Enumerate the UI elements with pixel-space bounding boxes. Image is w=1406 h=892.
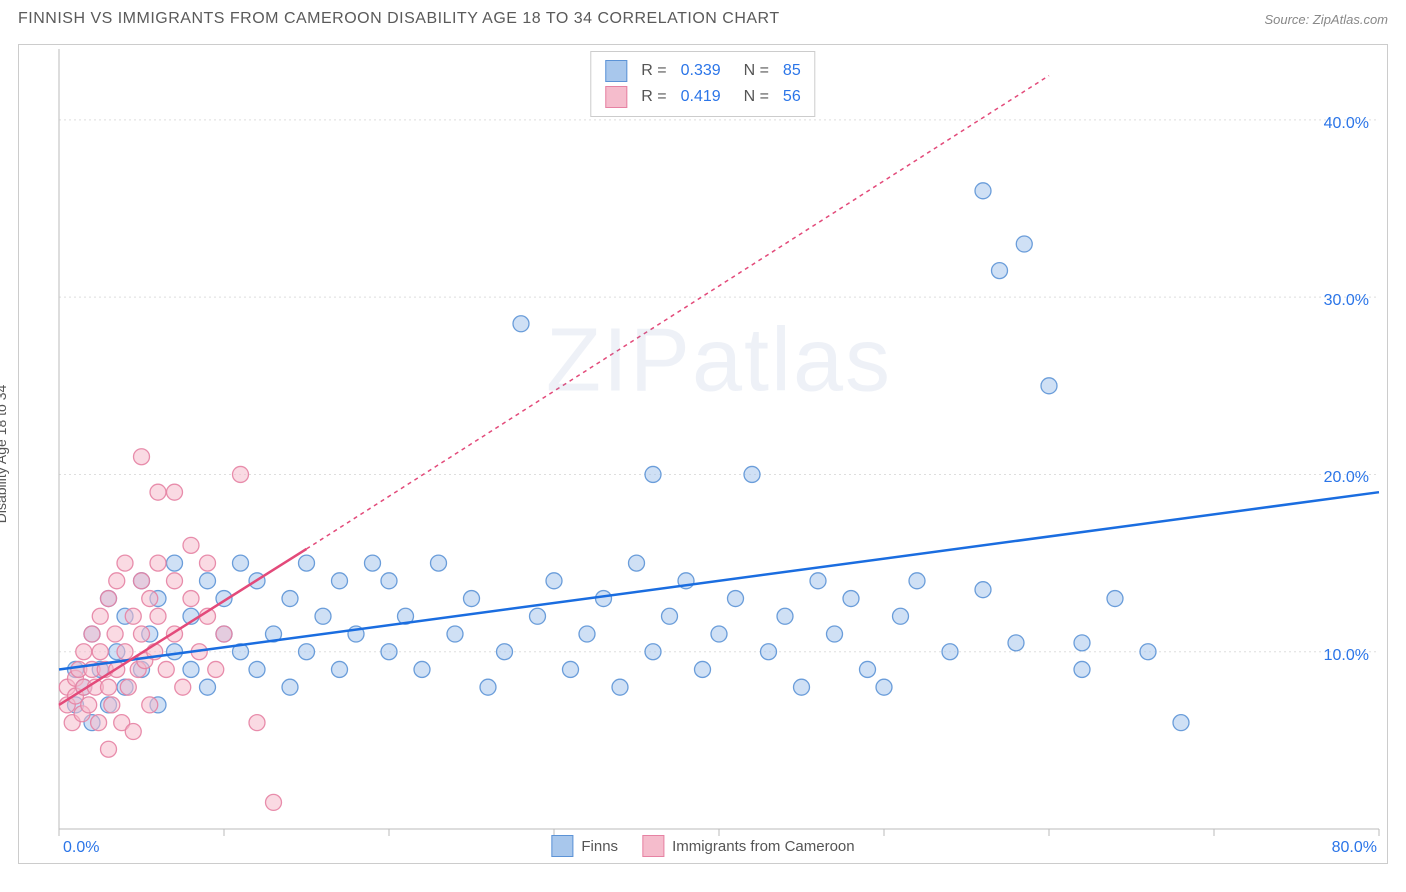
n-label: N =: [735, 58, 769, 84]
y-tick-label: 40.0%: [1324, 115, 1369, 133]
r-label: R =: [641, 58, 666, 84]
swatch-cameroon-icon: [642, 835, 664, 857]
r-label: R =: [641, 84, 666, 110]
swatch-cameroon: [605, 86, 627, 108]
n-label: N =: [735, 84, 769, 110]
y-axis-label: Disability Age 18 to 34: [0, 385, 9, 524]
series-legend: Finns Immigrants from Cameroon: [551, 835, 854, 857]
r-value-finns: 0.339: [681, 58, 721, 84]
source-attribution: Source: ZipAtlas.com: [1264, 12, 1388, 27]
r-value-cameroon: 0.419: [681, 84, 721, 110]
correlation-legend: R = 0.339 N = 85 R = 0.419 N = 56: [590, 51, 815, 117]
n-value-finns: 85: [783, 58, 801, 84]
legend-item-finns: Finns: [551, 835, 618, 857]
y-tick-label: 10.0%: [1324, 647, 1369, 665]
legend-label-finns: Finns: [581, 838, 618, 855]
n-value-cameroon: 56: [783, 84, 801, 110]
page-title: FINNISH VS IMMIGRANTS FROM CAMEROON DISA…: [18, 10, 780, 28]
swatch-finns: [605, 60, 627, 82]
legend-row-cameroon: R = 0.419 N = 56: [605, 84, 800, 110]
legend-row-finns: R = 0.339 N = 85: [605, 58, 800, 84]
chart-frame: Disability Age 18 to 34 ZIPatlas 10.0%20…: [18, 44, 1388, 864]
legend-label-cameroon: Immigrants from Cameroon: [672, 838, 855, 855]
x-tick-max: 80.0%: [1332, 839, 1377, 857]
legend-item-cameroon: Immigrants from Cameroon: [642, 835, 855, 857]
swatch-finns-icon: [551, 835, 573, 857]
y-tick-label: 20.0%: [1324, 469, 1369, 487]
x-tick-min: 0.0%: [63, 839, 99, 857]
scatter-plot: ZIPatlas 10.0%20.0%30.0%40.0%: [59, 49, 1379, 829]
y-tick-label: 30.0%: [1324, 292, 1369, 310]
